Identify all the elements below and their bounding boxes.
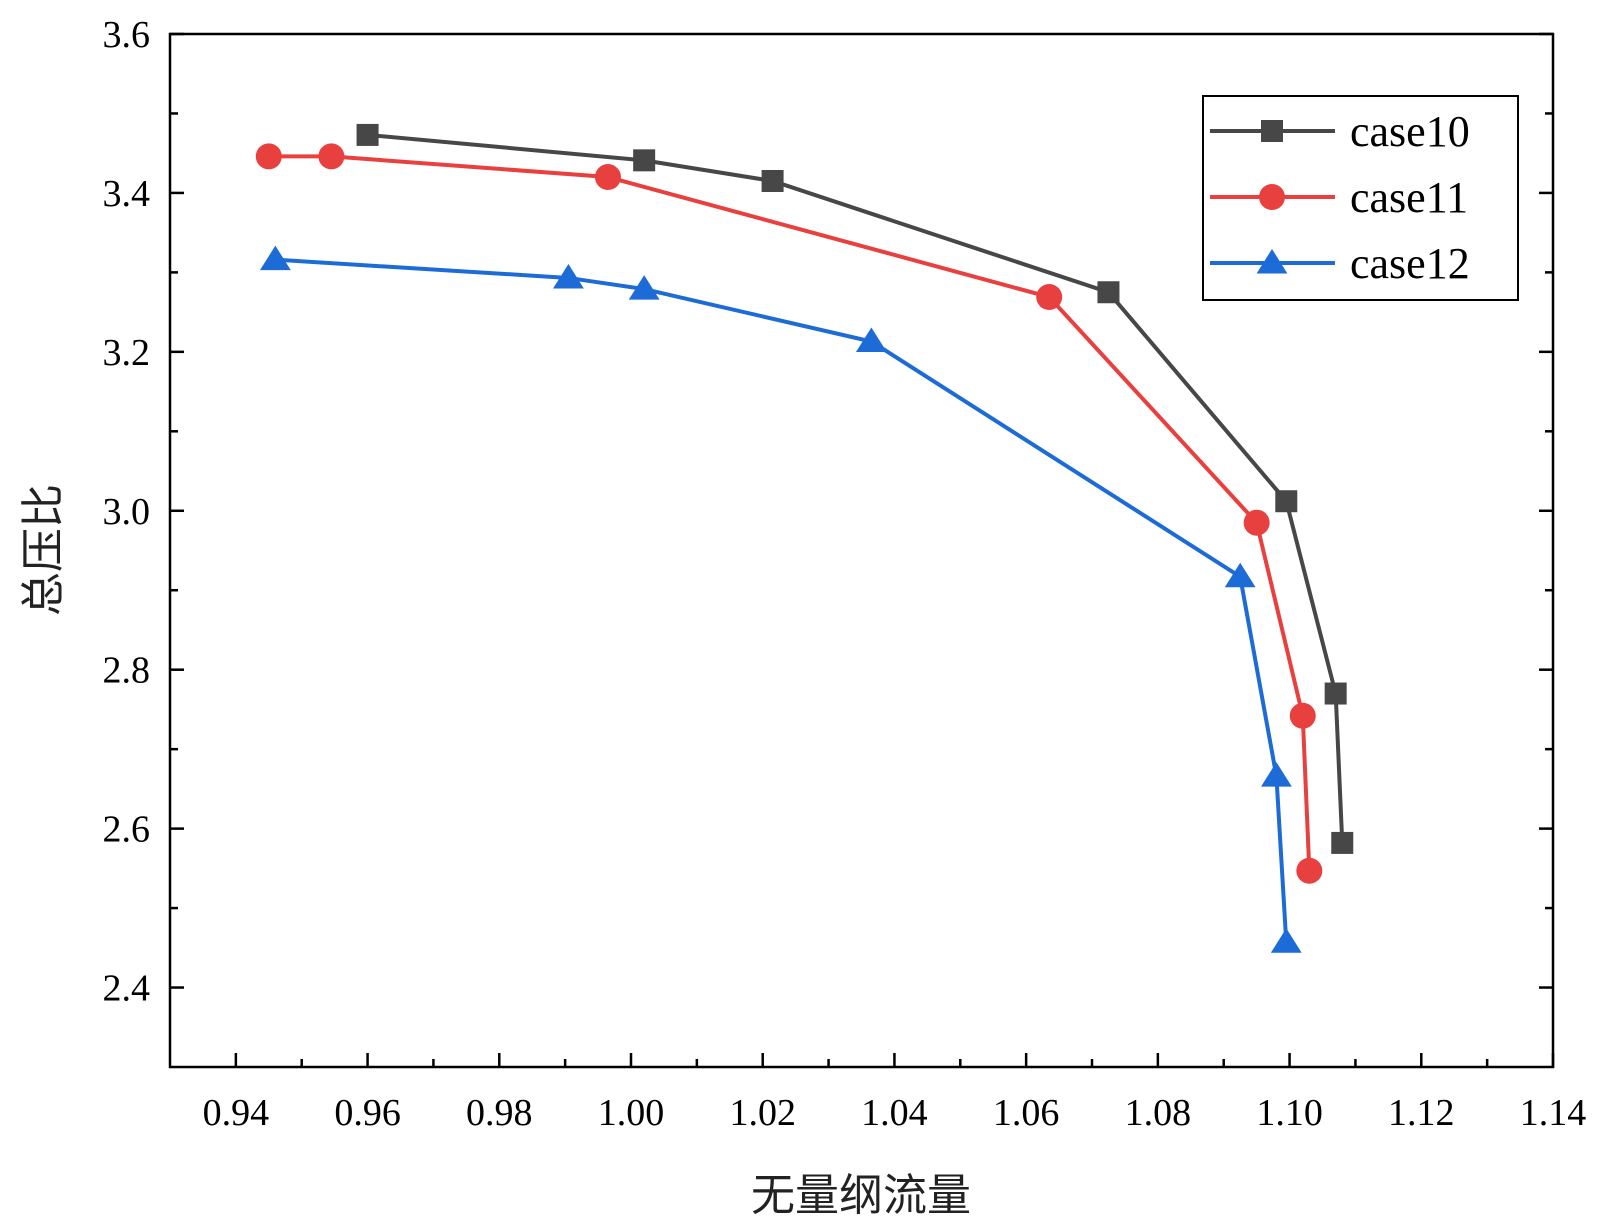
legend-marker (1259, 184, 1285, 210)
data-point (1270, 928, 1302, 953)
x-tick-label: 0.98 (466, 1092, 533, 1134)
series-case11 (255, 143, 1323, 884)
data-point (1243, 509, 1270, 536)
data-point (633, 149, 656, 172)
x-axis-title: 无量纲流量 (751, 1170, 971, 1221)
x-tick-label: 1.12 (1388, 1092, 1455, 1134)
series-case12 (259, 245, 1302, 953)
data-point (1331, 831, 1354, 854)
data-point (1261, 762, 1292, 787)
x-axis-ticks: 0.94 0.96 0.98 1.00 1.02 1.04 1.06 1.08 1.10 1.12… (203, 1053, 1587, 1134)
x-tick-label: 0.96 (334, 1092, 401, 1134)
data-point (553, 263, 584, 289)
y-tick-label: 3.2 (103, 332, 151, 374)
data-point (1289, 702, 1316, 729)
data-point (628, 275, 660, 300)
data-point (1324, 682, 1347, 705)
data-point (255, 143, 282, 170)
legend-label: case11 (1350, 173, 1468, 222)
data-point (1036, 284, 1063, 311)
data-point (1275, 490, 1298, 513)
data-point (855, 327, 887, 353)
legend-marker (1261, 120, 1283, 142)
x-tick-label: 0.94 (203, 1092, 270, 1134)
legend-marker (1256, 249, 1288, 274)
series-line (275, 257, 1289, 943)
data-point (1097, 281, 1120, 304)
data-point (1296, 857, 1323, 884)
series-case10 (356, 123, 1354, 854)
y-axis-title: 总压比 (18, 484, 69, 616)
y-tick-label: 3.0 (103, 491, 151, 533)
series-layer (255, 123, 1354, 953)
legend: case10 case11 case12 (1202, 95, 1519, 301)
y-tick-label: 2.4 (103, 968, 151, 1010)
series-line (268, 154, 1312, 871)
data-point (1224, 562, 1256, 588)
data-point (318, 143, 345, 170)
y-tick-label: 3.6 (103, 14, 151, 56)
data-point (356, 123, 379, 146)
plot-frame (168, 32, 1555, 1069)
legend-label: case12 (1350, 239, 1470, 288)
data-point (761, 170, 784, 193)
x-tick-label: 1.00 (598, 1092, 665, 1134)
x-tick-label: 1.02 (729, 1092, 796, 1134)
x-tick-label: 1.10 (1256, 1092, 1323, 1134)
y-axis-ticks: 2.4 2.6 2.8 3.0 3.2 3.4 3.6 (103, 14, 1553, 1010)
x-tick-label: 1.14 (1520, 1092, 1587, 1134)
y-tick-label: 2.8 (103, 650, 151, 692)
data-point (594, 164, 621, 191)
legend-label: case10 (1350, 107, 1470, 156)
y-tick-label: 3.4 (103, 173, 151, 215)
x-tick-label: 1.04 (861, 1092, 928, 1134)
x-tick-label: 1.06 (993, 1092, 1060, 1134)
series-line (367, 132, 1345, 844)
x-tick-label: 1.08 (1125, 1092, 1192, 1134)
data-point (259, 245, 291, 271)
y-tick-label: 2.6 (103, 809, 151, 851)
